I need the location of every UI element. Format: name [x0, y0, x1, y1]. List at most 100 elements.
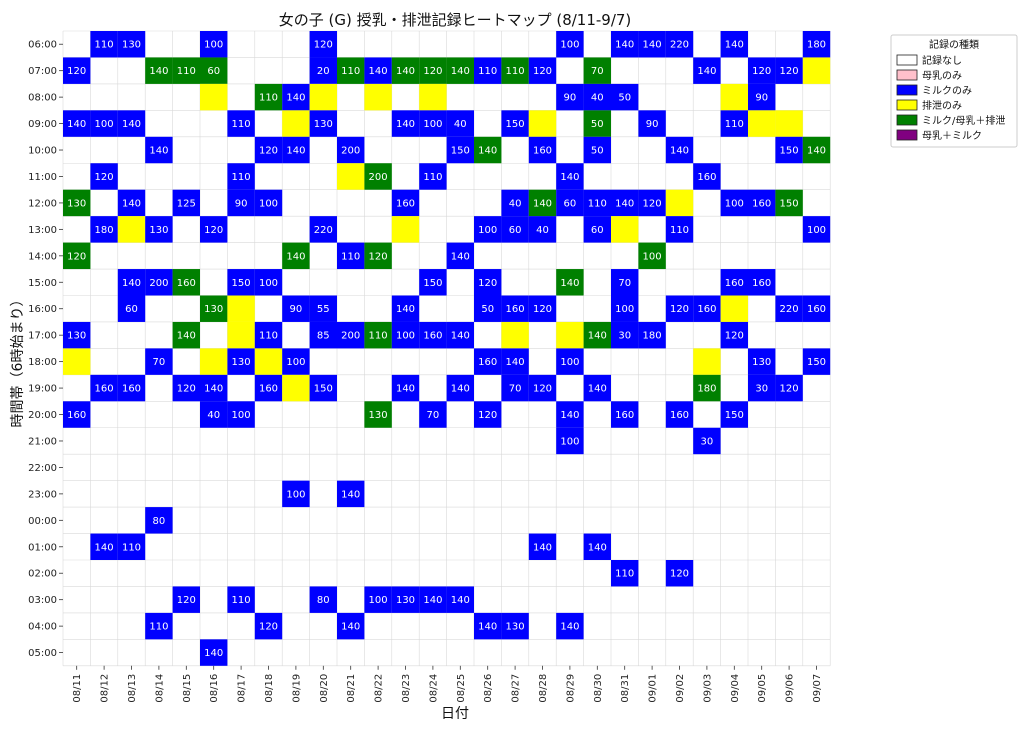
cell-value-label: 110 [122, 542, 141, 553]
heatmap-cell [419, 110, 447, 137]
heatmap-cell [227, 163, 255, 190]
cell-value-label: 140 [149, 66, 168, 77]
cell-value-label: 60 [125, 304, 138, 315]
heatmap-cell [638, 321, 666, 349]
heatmap-cell [665, 560, 694, 587]
cell-value-label: 120 [369, 251, 388, 262]
cell-value-label: 120 [533, 304, 552, 315]
cell-value-label: 140 [725, 40, 744, 51]
y-tick-label: 15:00 [28, 278, 57, 289]
heatmap-cell [748, 269, 776, 296]
cell-value-label: 100 [95, 119, 114, 130]
cell-value-label: 125 [177, 198, 196, 209]
heatmap-cell [802, 295, 831, 322]
cell-value-label: 180 [697, 384, 716, 395]
cell-value-label: 60 [207, 66, 220, 77]
cell-value-label: 140 [451, 595, 470, 606]
heatmap-cell [611, 216, 639, 243]
heatmap-cell [337, 480, 365, 508]
x-tick-label: 08/26 [483, 674, 494, 703]
heatmap-cell [528, 110, 557, 137]
heatmap-cell [775, 295, 803, 322]
legend-label-milk: ミルクのみ [922, 85, 972, 97]
heatmap-cell [337, 321, 365, 349]
heatmap-cell [364, 321, 392, 349]
heatmap-cell [254, 374, 283, 402]
cell-value-label: 100 [807, 225, 826, 236]
cell-value-label: 120 [177, 384, 196, 395]
heatmap-cell [90, 163, 118, 190]
heatmap-cell [638, 242, 666, 270]
heatmap-cell [802, 216, 831, 243]
heatmap-cell [200, 295, 228, 322]
legend-swatch-excrete [896, 99, 918, 111]
heatmap-cell [583, 374, 611, 402]
y-tick-label: 21:00 [28, 436, 57, 447]
heatmap-cell [63, 401, 91, 428]
cell-value-label: 110 [506, 66, 525, 77]
heatmap-cell [364, 57, 392, 84]
cell-value-label: 100 [423, 119, 442, 130]
cell-value-label: 90 [235, 198, 248, 209]
heatmap-cell [309, 31, 337, 58]
cell-value-label: 120 [533, 384, 552, 395]
y-tick-label: 19:00 [28, 384, 57, 395]
heatmap-cell [419, 83, 447, 111]
cell-value-label: 120 [643, 198, 662, 209]
cell-value-label: 140 [122, 119, 141, 130]
cell-value-label: 30 [755, 384, 768, 395]
heatmap-cell [282, 295, 310, 322]
y-tick-label: 08:00 [28, 93, 57, 104]
cell-value-label: 160 [752, 198, 771, 209]
y-tick-label: 07:00 [28, 66, 57, 77]
cell-value-label: 100 [643, 251, 662, 262]
y-tick-label: 09:00 [28, 119, 57, 130]
cell-value-label: 140 [396, 384, 415, 395]
cell-value-label: 160 [95, 384, 114, 395]
cell-value-label: 85 [317, 331, 330, 342]
cell-value-label: 150 [506, 119, 525, 130]
cell-value-label: 50 [481, 304, 494, 315]
heatmap-cell [501, 348, 529, 375]
heatmap-cell [419, 163, 447, 190]
heatmap-cell [720, 110, 748, 137]
cell-value-label: 140 [286, 146, 305, 157]
heatmap-cell [337, 242, 365, 270]
heatmap-cell [200, 216, 228, 243]
cell-value-label: 130 [67, 331, 86, 342]
cell-value-label: 60 [591, 225, 604, 236]
heatmap-cell [501, 321, 529, 349]
x-tick-label: 08/12 [100, 674, 111, 703]
cell-value-label: 120 [533, 66, 552, 77]
heatmap-cell [63, 110, 91, 137]
heatmap-cell [282, 242, 310, 270]
heatmap-cell [309, 295, 337, 322]
heatmap-cell [419, 586, 447, 613]
cell-value-label: 180 [807, 40, 826, 51]
cell-value-label: 100 [286, 357, 305, 368]
heatmap-cell [665, 216, 694, 243]
cell-value-label: 140 [67, 119, 86, 130]
cell-value-label: 140 [451, 331, 470, 342]
heatmap-cell [583, 110, 611, 137]
y-tick-labels: 06:00 07:00 08:00 09:00 10:00 11:00 12:00 13:00… [28, 40, 63, 659]
legend-label-breast: 母乳のみ [922, 69, 962, 82]
cell-value-label: 40 [509, 198, 522, 209]
heatmap-cell [775, 189, 803, 217]
cell-value-label: 40 [591, 93, 604, 104]
cell-value-label: 120 [670, 569, 689, 580]
heatmap-cell [63, 189, 91, 217]
cell-value-label: 100 [560, 40, 579, 51]
cell-value-label: 140 [177, 331, 196, 342]
heatmap-cell [309, 216, 337, 243]
cell-value-label: 70 [509, 384, 522, 395]
cell-value-label: 200 [149, 278, 168, 289]
heatmap-cell [583, 189, 611, 217]
heatmap-cell [391, 586, 420, 613]
cell-value-label: 110 [615, 569, 634, 580]
cell-value-label: 160 [697, 172, 716, 183]
cell-value-label: 100 [204, 40, 223, 51]
y-tick-label: 01:00 [28, 542, 57, 553]
heatmap-cell [748, 374, 776, 402]
legend-box [890, 34, 1018, 148]
